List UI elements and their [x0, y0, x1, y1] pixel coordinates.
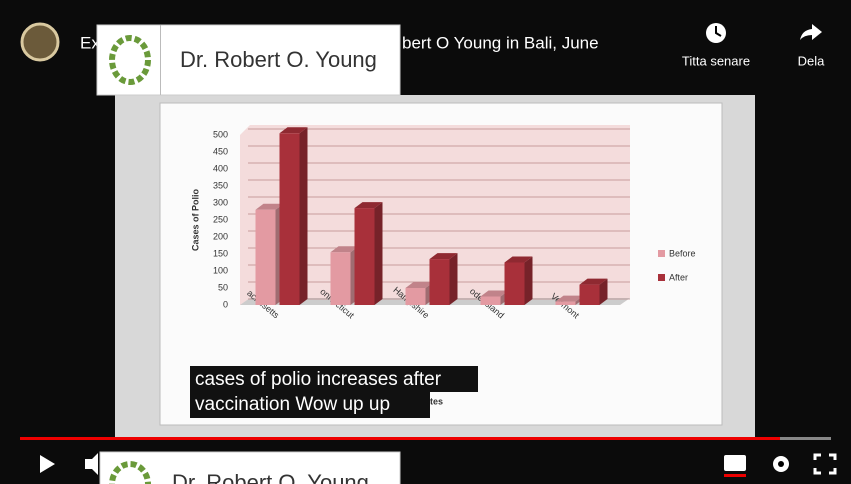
legend-swatch — [658, 274, 665, 281]
settings-hole — [778, 461, 784, 467]
channel-avatar[interactable] — [22, 24, 58, 60]
legend-label: Before — [669, 248, 696, 258]
bar — [280, 133, 300, 305]
y-tick-label: 200 — [213, 231, 228, 241]
y-tick-label: 100 — [213, 265, 228, 275]
video-player: Ex bert O Young in Bali, June Titta sena… — [0, 0, 851, 484]
y-axis-label: Cases of Polio — [190, 188, 200, 251]
y-tick-label: 350 — [213, 180, 228, 190]
watch-later-label[interactable]: Titta senare — [682, 53, 750, 68]
caption-line: vaccination Wow up up — [195, 394, 390, 415]
y-tick-label: 500 — [213, 129, 228, 139]
caption-line: cases of polio increases after — [195, 369, 442, 390]
bar-side — [375, 202, 383, 305]
bar-side — [450, 253, 458, 305]
y-tick-label: 150 — [213, 248, 228, 258]
bar — [580, 285, 600, 305]
bar — [505, 263, 525, 306]
bar-side — [300, 127, 308, 305]
progress-played[interactable] — [20, 437, 780, 440]
name-card-divider — [160, 25, 161, 95]
bar — [481, 297, 501, 306]
bar — [355, 208, 375, 305]
y-tick-label: 450 — [213, 146, 228, 156]
bar-side — [525, 257, 533, 306]
bar — [406, 288, 426, 305]
bar — [556, 302, 576, 305]
share-label[interactable]: Dela — [798, 53, 826, 68]
bar — [331, 252, 351, 305]
y-tick-label: 400 — [213, 163, 228, 173]
subtitles-button[interactable] — [724, 455, 746, 471]
y-tick-label: 0 — [223, 299, 228, 309]
subtitles-active — [724, 474, 746, 477]
video-title-end[interactable]: bert O Young in Bali, June — [402, 33, 599, 52]
bar — [430, 259, 450, 305]
legend-label: After — [669, 272, 688, 282]
y-tick-label: 50 — [218, 282, 228, 292]
legend-swatch — [658, 250, 665, 257]
y-tick-label: 300 — [213, 197, 228, 207]
y-tick-label: 250 — [213, 214, 228, 224]
name-card-text: Dr. Robert O. Young — [180, 47, 377, 72]
name-card-text: Dr. Robert O. Young — [172, 470, 369, 484]
bar — [256, 210, 276, 305]
